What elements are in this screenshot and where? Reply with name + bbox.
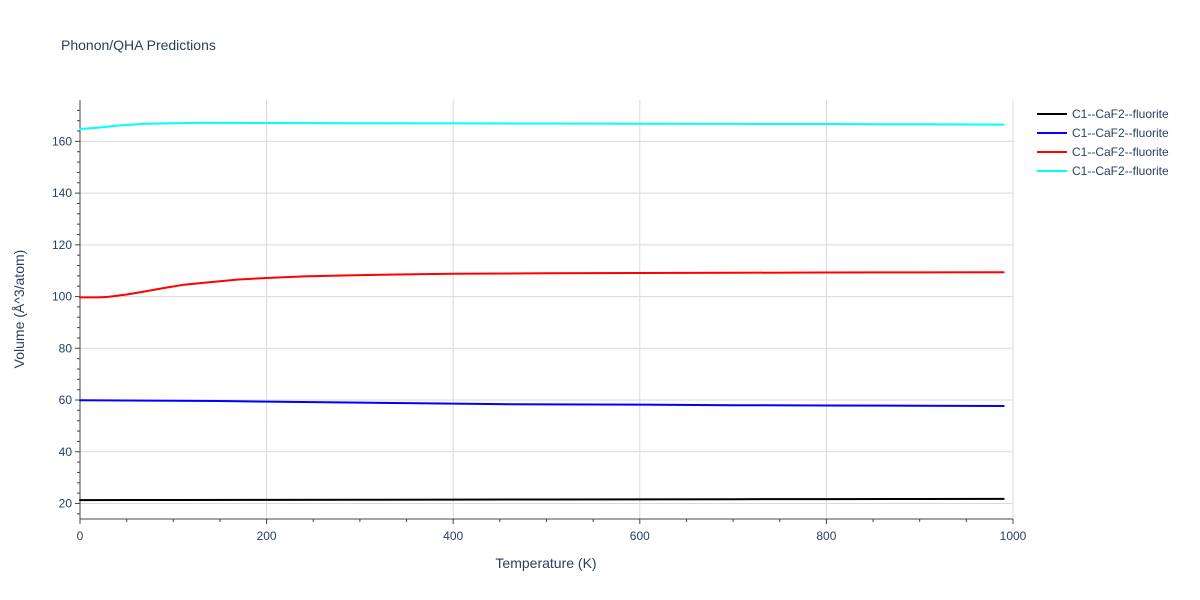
x-tick-label: 0 [77, 529, 84, 543]
series-layer [79, 121, 1005, 502]
x-tick-label: 1000 [1000, 529, 1027, 543]
legend-label: C1--CaF2--fluorite [1072, 126, 1169, 140]
series-line-2 [79, 399, 1005, 407]
y-tick-label: 140 [52, 186, 72, 200]
x-tick-label: 800 [816, 529, 836, 543]
x-axis-title: Temperature (K) [495, 555, 596, 571]
y-tick-label: 120 [52, 238, 72, 252]
y-tick-label: 160 [52, 134, 72, 148]
series-line-4 [79, 121, 1005, 130]
legend-label: C1--CaF2--fluorite [1072, 145, 1169, 159]
legend-item-2[interactable]: C1--CaF2--fluorite [1037, 126, 1169, 140]
legend-label: C1--CaF2--fluorite [1072, 164, 1169, 178]
legend-item-1[interactable]: C1--CaF2--fluorite [1037, 107, 1169, 121]
y-tick-label: 80 [59, 341, 73, 355]
y-tick-label: 60 [59, 393, 73, 407]
legend-label: C1--CaF2--fluorite [1072, 107, 1169, 121]
y-axis-title: Volume (Å^3/atom) [11, 250, 27, 369]
y-tick-label: 100 [52, 290, 72, 304]
x-tick-label: 600 [630, 529, 650, 543]
y-tick-label: 20 [59, 496, 73, 510]
axes [75, 100, 1014, 524]
grid [80, 100, 1014, 519]
series-line-3 [79, 271, 1005, 299]
x-tick-label: 200 [257, 529, 277, 543]
tick-labels: 0 200 400 600 800 1000 20 40 60 80 100 120 140 160 [52, 134, 1027, 543]
x-tick-label: 400 [443, 529, 463, 543]
legend-item-4[interactable]: C1--CaF2--fluorite [1037, 164, 1169, 178]
y-tick-label: 40 [59, 445, 73, 459]
chart-title: Phonon/QHA Predictions [61, 37, 216, 53]
series-line-1 [79, 497, 1005, 502]
legend-item-3[interactable]: C1--CaF2--fluorite [1037, 145, 1169, 159]
legend[interactable]: C1--CaF2--fluorite C1--CaF2--fluorite C1--… [1037, 107, 1169, 178]
